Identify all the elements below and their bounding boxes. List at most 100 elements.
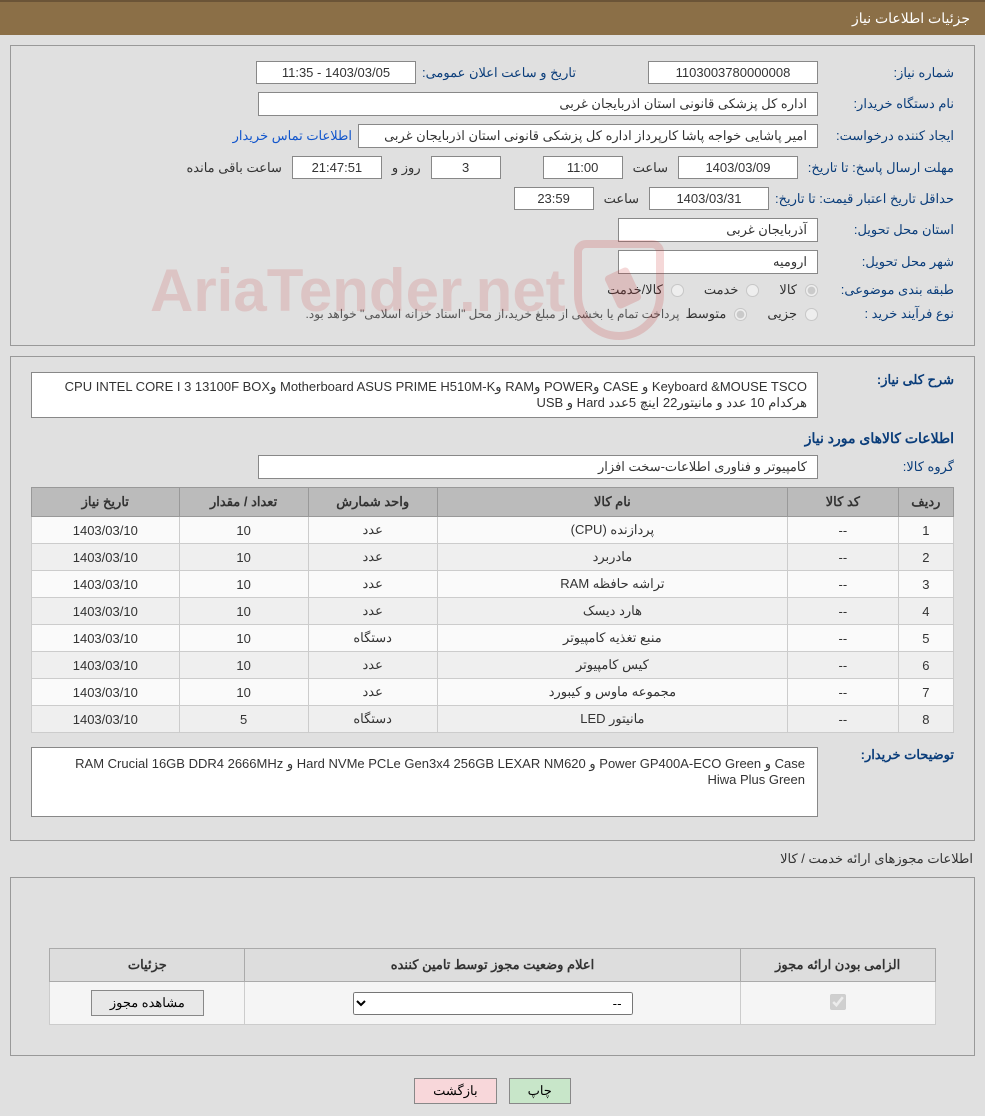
- table-row: 2--مادربردعدد101403/03/10: [32, 544, 954, 571]
- city-label: شهر محل تحویل:: [824, 254, 954, 270]
- days-word: روز و: [388, 160, 425, 176]
- permit-status-select[interactable]: --: [353, 992, 633, 1015]
- requester-value: امیر پاشایی خواجه پاشا کارپرداز اداره کل…: [358, 124, 818, 148]
- table-cell: دستگاه: [308, 625, 437, 652]
- table-row: 7--مجموعه ماوس و کیبوردعدد101403/03/10: [32, 679, 954, 706]
- table-cell: 10: [179, 517, 308, 544]
- table-cell: --: [788, 517, 899, 544]
- table-cell: 1403/03/10: [32, 517, 180, 544]
- info-section: شماره نیاز: 1103003780000008 تاریخ و ساع…: [10, 45, 975, 346]
- overview-label: شرح کلی نیاز:: [824, 372, 954, 388]
- requester-label: ایجاد کننده درخواست:: [824, 128, 954, 144]
- permits-title: اطلاعات مجوزهای ارائه خدمت / کالا: [12, 851, 973, 867]
- buyer-notes-label: توضیحات خریدار:: [824, 747, 954, 763]
- table-cell: --: [788, 679, 899, 706]
- table-cell: 1403/03/10: [32, 706, 180, 733]
- table-cell: 7: [898, 679, 953, 706]
- table-row: 1--پردازنده (CPU)عدد101403/03/10: [32, 517, 954, 544]
- table-cell: 3: [898, 571, 953, 598]
- category-radio-group: کالا خدمت کالا/خدمت: [607, 282, 818, 298]
- table-cell: کیس کامپیوتر: [437, 652, 787, 679]
- province-label: استان محل تحویل:: [824, 222, 954, 238]
- process-radio-group: جزیی متوسط: [685, 306, 818, 322]
- table-cell: 10: [179, 625, 308, 652]
- goods-th-0: ردیف: [898, 488, 953, 517]
- time-left: 21:47:51: [292, 156, 382, 179]
- announce-value: 1403/03/05 - 11:35: [256, 61, 416, 84]
- table-cell: مادربرد: [437, 544, 787, 571]
- cat-radio-both[interactable]: کالا/خدمت: [607, 282, 684, 298]
- contact-link[interactable]: اطلاعات تماس خریدار: [233, 128, 352, 144]
- page-header: جزئیات اطلاعات نیاز: [0, 0, 985, 35]
- deadline-time: 11:00: [543, 156, 623, 179]
- proc-radio-medium[interactable]: متوسط: [685, 306, 747, 322]
- table-cell: عدد: [308, 517, 437, 544]
- permits-table: الزامی بودن ارائه مجوز اعلام وضعیت مجوز …: [49, 948, 935, 1025]
- goods-table: ردیفکد کالانام کالاواحد شمارشتعداد / مقد…: [31, 487, 954, 733]
- proc-radio-minor[interactable]: جزیی: [767, 306, 818, 322]
- table-cell: --: [788, 652, 899, 679]
- table-cell: 1403/03/10: [32, 625, 180, 652]
- perm-h2: اعلام وضعیت مجوز توسط تامین کننده: [245, 949, 741, 982]
- table-cell: 1403/03/10: [32, 598, 180, 625]
- page-title: جزئیات اطلاعات نیاز: [852, 10, 970, 26]
- table-cell: عدد: [308, 544, 437, 571]
- goods-th-4: تعداد / مقدار: [179, 488, 308, 517]
- table-row: 4--هارد دیسکعدد101403/03/10: [32, 598, 954, 625]
- goods-th-5: تاریخ نیاز: [32, 488, 180, 517]
- deadline-label: مهلت ارسال پاسخ: تا تاریخ:: [804, 160, 954, 176]
- table-cell: دستگاه: [308, 706, 437, 733]
- remain-word: ساعت باقی مانده: [182, 160, 285, 176]
- need-number-value: 1103003780000008: [648, 61, 818, 84]
- print-button[interactable]: چاپ: [509, 1078, 571, 1104]
- table-cell: 6: [898, 652, 953, 679]
- time-word-2: ساعت: [600, 191, 643, 207]
- table-row: 5--منبع تغذیه کامپیوتردستگاه101403/03/10: [32, 625, 954, 652]
- table-cell: --: [788, 571, 899, 598]
- cat-radio-service[interactable]: خدمت: [704, 282, 760, 298]
- need-number-label: شماره نیاز:: [824, 65, 954, 81]
- buyer-value: اداره کل پزشکی قانونی استان اذربایجان غر…: [258, 92, 818, 116]
- category-label: طبقه بندی موضوعی:: [824, 282, 954, 298]
- table-cell: 4: [898, 598, 953, 625]
- table-row: 3--تراشه حافظه RAMعدد101403/03/10: [32, 571, 954, 598]
- table-cell: مانیتور LED: [437, 706, 787, 733]
- permit-required-checkbox: [830, 994, 846, 1010]
- process-label: نوع فرآیند خرید :: [824, 306, 954, 322]
- goods-th-2: نام کالا: [437, 488, 787, 517]
- cat-radio-goods[interactable]: کالا: [779, 282, 818, 298]
- table-cell: 5: [898, 625, 953, 652]
- perm-h1: الزامی بودن ارائه مجوز: [740, 949, 935, 982]
- table-cell: عدد: [308, 571, 437, 598]
- validity-time: 23:59: [514, 187, 594, 210]
- province-value: آذربایجان غربی: [618, 218, 818, 242]
- table-cell: 5: [179, 706, 308, 733]
- group-value: کامپیوتر و فناوری اطلاعات-سخت افزار: [258, 455, 818, 479]
- table-cell: 1403/03/10: [32, 679, 180, 706]
- city-value: ارومیه: [618, 250, 818, 274]
- permit-row: -- مشاهده مجوز: [50, 982, 935, 1025]
- days-left: 3: [431, 156, 501, 179]
- table-cell: 1403/03/10: [32, 652, 180, 679]
- table-cell: 10: [179, 544, 308, 571]
- table-cell: 10: [179, 679, 308, 706]
- buyer-notes-value: RAM Crucial 16GB DDR4 2666MHz و Hard NVM…: [31, 747, 818, 817]
- view-permit-button[interactable]: مشاهده مجوز: [91, 990, 204, 1016]
- table-cell: هارد دیسک: [437, 598, 787, 625]
- goods-th-3: واحد شمارش: [308, 488, 437, 517]
- announce-label: تاریخ و ساعت اعلان عمومی:: [422, 65, 576, 81]
- buyer-label: نام دستگاه خریدار:: [824, 96, 954, 112]
- back-button[interactable]: بازگشت: [414, 1078, 496, 1104]
- deadline-date: 1403/03/09: [678, 156, 798, 179]
- table-cell: تراشه حافظه RAM: [437, 571, 787, 598]
- table-cell: 2: [898, 544, 953, 571]
- table-cell: پردازنده (CPU): [437, 517, 787, 544]
- perm-h3: جزئیات: [50, 949, 245, 982]
- goods-th-1: کد کالا: [788, 488, 899, 517]
- permits-section: الزامی بودن ارائه مجوز اعلام وضعیت مجوز …: [10, 877, 975, 1056]
- table-cell: 10: [179, 598, 308, 625]
- table-cell: عدد: [308, 598, 437, 625]
- detail-section: شرح کلی نیاز: CPU INTEL CORE I 3 13100F …: [10, 356, 975, 841]
- time-word-1: ساعت: [629, 160, 672, 176]
- table-cell: عدد: [308, 679, 437, 706]
